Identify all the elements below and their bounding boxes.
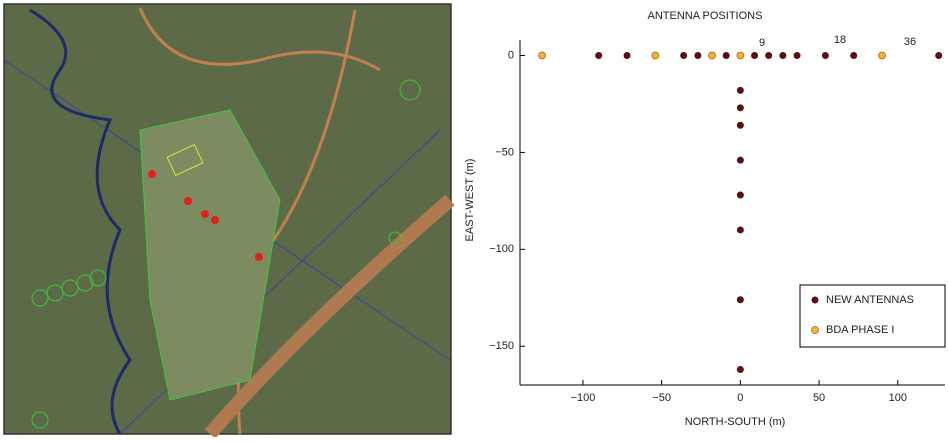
data-point <box>651 51 660 60</box>
data-point <box>736 104 744 112</box>
data-point <box>736 191 744 199</box>
legend-label: BDA PHASE I <box>826 324 894 336</box>
data-point <box>850 52 858 60</box>
data-point <box>935 52 943 60</box>
y-axis-label: EAST-WEST (m) <box>464 159 476 242</box>
data-point <box>722 52 730 60</box>
legend-marker <box>811 326 819 334</box>
data-point <box>694 52 702 60</box>
data-point <box>779 52 787 60</box>
site-area <box>139 109 281 401</box>
data-point <box>538 51 546 60</box>
annotation: 18 <box>834 34 846 46</box>
legend <box>799 284 946 348</box>
data-point <box>736 156 744 164</box>
x-tick-label: −50 <box>652 392 671 404</box>
annotation: 36 <box>904 36 916 48</box>
y-tick-label: 0 <box>508 49 514 61</box>
data-point <box>736 51 745 60</box>
data-point <box>736 296 744 304</box>
chart-title: ANTENNA POSITIONS <box>648 10 763 22</box>
data-point <box>821 52 829 60</box>
x-tick-label: 0 <box>737 392 743 404</box>
y-tick-label: −100 <box>489 243 514 255</box>
trees <box>31 79 421 429</box>
x-tick-label: −100 <box>571 392 596 404</box>
y-tick-label: −150 <box>489 340 514 352</box>
data-point <box>623 52 631 60</box>
aerial-image <box>3 3 455 439</box>
data-point <box>680 52 688 60</box>
data-point <box>736 226 744 234</box>
x-axis-label: NORTH-SOUTH (m) <box>685 416 786 428</box>
data-point <box>793 52 801 60</box>
data-point <box>736 121 744 129</box>
x-tick-label: 100 <box>889 392 907 404</box>
data-point <box>736 86 744 94</box>
y-tick-label: −50 <box>495 146 514 158</box>
data-point <box>751 52 759 60</box>
legend-label: NEW ANTENNAS <box>826 294 914 306</box>
data-point <box>878 51 886 60</box>
data-point <box>736 365 744 373</box>
river <box>29 8 132 435</box>
data-point <box>708 51 716 60</box>
data-point <box>765 52 773 60</box>
building <box>166 143 204 177</box>
annotation: 9 <box>759 37 765 49</box>
legend-marker <box>811 296 819 304</box>
site-dots <box>148 170 263 261</box>
data-point <box>595 52 603 60</box>
x-tick-label: 50 <box>813 392 825 404</box>
highway <box>204 194 455 439</box>
